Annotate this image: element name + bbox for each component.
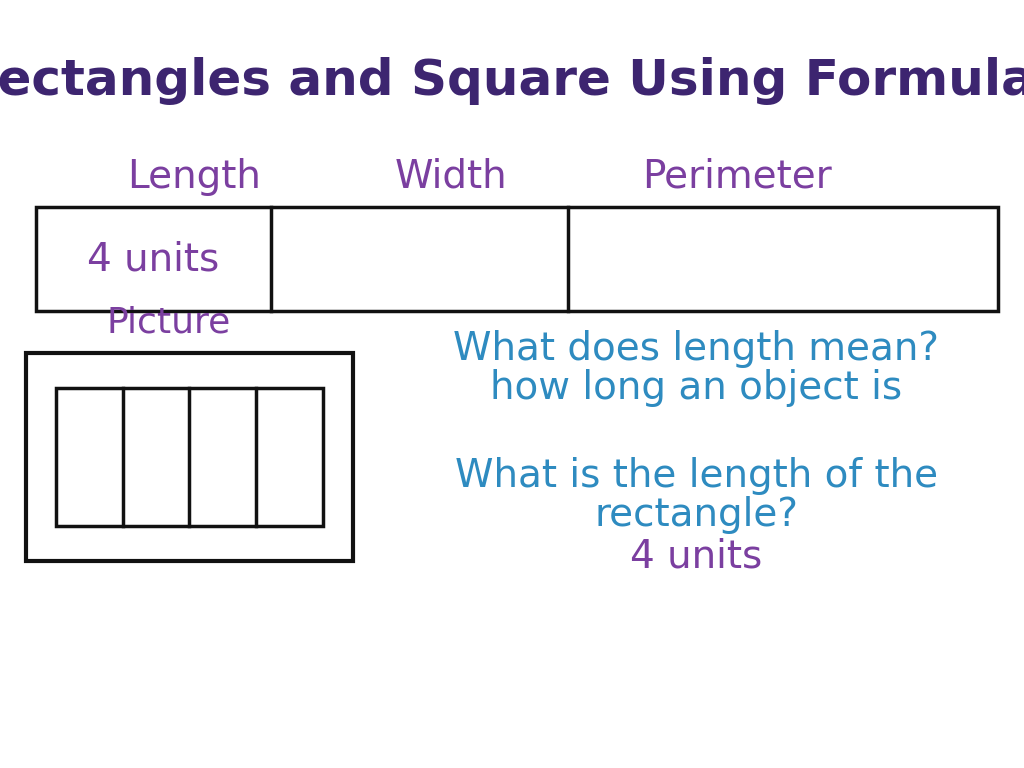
Text: how long an object is: how long an object is [490,369,902,407]
Text: What is the length of the: What is the length of the [455,457,938,495]
Bar [36,207,998,311]
Text: Picture: Picture [106,306,231,339]
Text: 4 units: 4 units [87,240,220,278]
Bar [56,388,323,526]
Text: Width: Width [394,157,507,196]
Text: Perimeter: Perimeter [642,157,833,196]
Text: rectangle?: rectangle? [594,495,799,534]
Text: Rectangles and Square Using Formulas: Rectangles and Square Using Formulas [0,57,1024,104]
Text: 4 units: 4 units [630,538,763,576]
Bar [26,353,353,561]
Text: What does length mean?: What does length mean? [454,330,939,369]
Text: Length: Length [128,157,261,196]
